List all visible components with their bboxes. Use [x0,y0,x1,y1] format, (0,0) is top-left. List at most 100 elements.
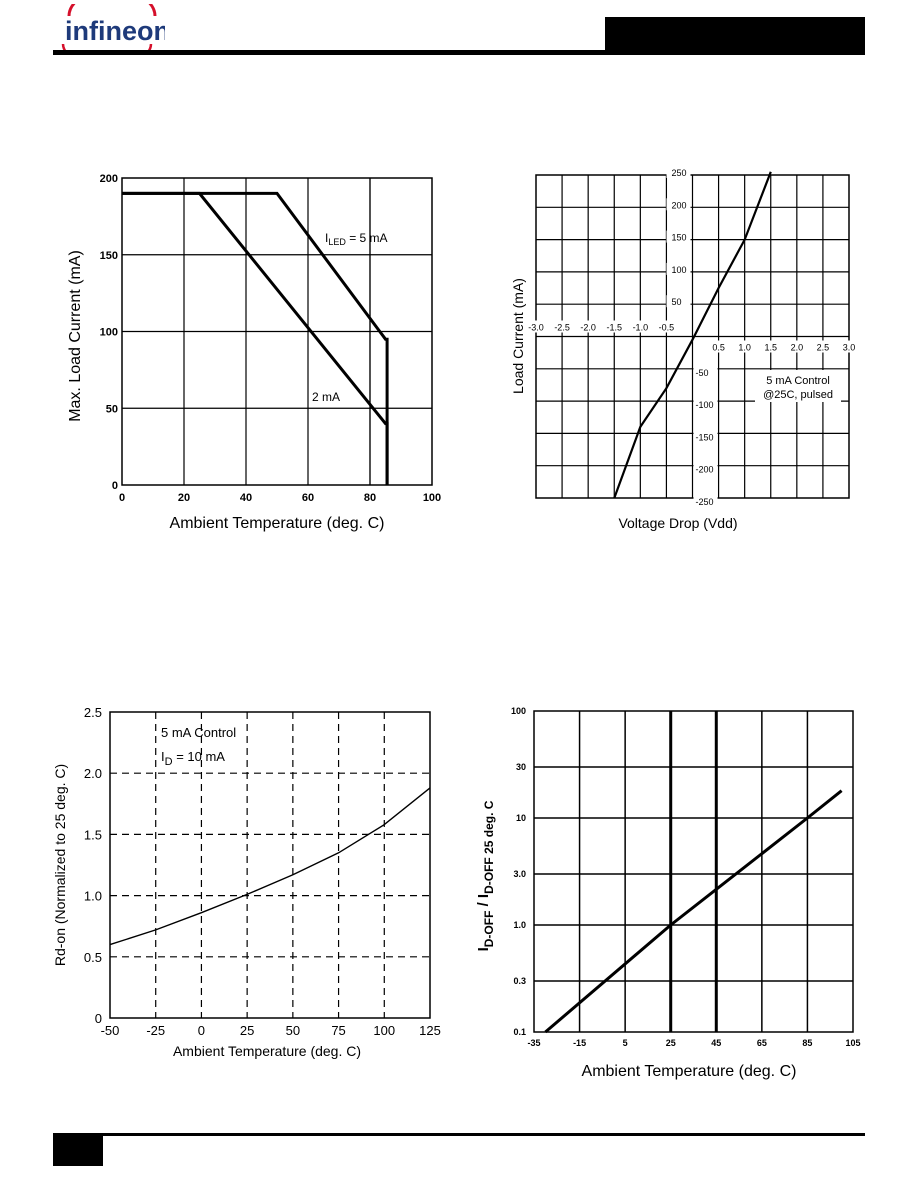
x-tick-label: 25 [666,1038,676,1048]
tick-bg [550,320,575,333]
y-tick-label: 100 [511,706,526,716]
x-tick-label: 25 [240,1023,254,1038]
tick-bg [708,340,729,353]
chart-load-current-vs-voltage: -3.0 -2.5 -2.0 -1.5 -1.0 -0.5 0.5 1.0 1.5 2.0 2.5 3… [510,166,859,531]
x-tick-label: -25 [146,1023,165,1038]
x-tick-label: 1.0 [738,343,751,353]
x-tick-label: 100 [373,1023,395,1038]
x-tick-label: -2.0 [580,323,596,333]
x-tick-label: -1.0 [633,323,649,333]
x-tick-label: -0.5 [659,323,675,333]
footer-rule [53,1133,865,1136]
footer-box [53,1133,103,1166]
tick-bg [693,495,718,507]
tick-bg [760,340,781,353]
x-tick-label: 80 [364,492,376,504]
x-tick-label: 0 [198,1023,205,1038]
tick-bg [666,295,691,308]
annotation-id: ID = 10 mA [161,749,225,768]
x-tick-label: -15 [573,1038,586,1048]
x-tick-label: -3.0 [528,323,544,333]
series-line-0 [544,789,843,1034]
annotation-2ma: 2 mA [312,390,340,404]
infineon-logo: infineon [61,4,165,54]
x-tick-label: 45 [711,1038,721,1048]
annotation-iled: ILED = 5 mA [325,231,388,247]
annotation-box [755,370,841,402]
y-tick-label: 100 [672,265,687,275]
x-tick-label: 2.0 [791,343,804,353]
y-tick-label: 150 [100,250,118,262]
x-tick-label: -2.5 [554,323,570,333]
plot-frame [535,174,850,499]
x-tick-label: 75 [331,1023,345,1038]
x-tick-label: 5 [623,1038,628,1048]
tick-bg [693,462,718,475]
tick-bg [666,230,691,243]
annotation-control: 5 mA Control [766,375,830,387]
y-tick-label: 0 [95,1011,102,1026]
series-line-0 [613,171,772,499]
y-axis-label: ID-OFF / ID-OFF 25 deg. C [475,800,496,951]
tick-bg [666,198,691,211]
plot-frame [533,710,854,1033]
tick-bg [524,320,548,333]
y-tick-label: 3.0 [513,869,526,879]
x-axis-label: Ambient Temperature (deg. C) [173,1043,361,1059]
y-tick-label: 0.3 [513,976,526,986]
tick-bg [693,398,718,411]
x-tick-label: 125 [419,1023,441,1038]
y-tick-label: 200 [100,173,118,185]
x-tick-label: 0.5 [712,343,725,353]
y-tick-label: 1.0 [84,889,102,904]
x-tick-label: -35 [527,1038,540,1048]
x-tick-label: 85 [802,1038,812,1048]
x-tick-label: 2.5 [817,343,830,353]
x-axis-label: Ambient Temperature (deg. C) [582,1063,797,1080]
y-tick-label: 150 [672,233,687,243]
x-tick-label: 60 [302,492,314,504]
tick-bg [576,320,601,333]
x-axis-label: Ambient Temperature (deg. C) [170,515,385,532]
y-tick-label: 2.0 [84,766,102,781]
y-tick-label: 0.5 [84,950,102,965]
x-tick-label: 3.0 [843,343,856,353]
x-axis-label: Voltage Drop (Vdd) [618,515,737,531]
tick-bg [812,340,833,353]
y-tick-label: 10 [516,813,526,823]
chart-max-load-current: 0 20 40 60 80 100 0 50 100 150 200 ILED = 5 mA 2 m… [67,173,441,532]
tick-bg [602,320,627,333]
logo-text: infineon [65,16,165,46]
y-tick-label: 50 [672,297,682,307]
y-tick-label: 250 [672,168,687,178]
y-tick-label: -50 [696,368,709,378]
x-tick-label: 105 [845,1038,860,1048]
series-line-0 [109,787,431,946]
y-axis-label: Max. Load Current (mA) [67,250,84,422]
y-tick-label: 0.1 [513,1027,526,1037]
x-tick-label: -50 [101,1023,120,1038]
x-tick-label: 65 [757,1038,767,1048]
y-tick-label: 50 [106,403,118,415]
y-tick-label: -250 [696,497,714,507]
y-tick-label: 1.0 [513,920,526,930]
y-tick-label: 0 [112,480,118,492]
x-tick-label: -1.5 [606,323,622,333]
y-tick-label: 1.5 [84,827,102,842]
tick-bg [666,166,691,178]
y-axis-label: Load Current (mA) [510,278,526,394]
tick-bg [693,365,718,378]
y-tick-label: 30 [516,762,526,772]
x-tick-label: 40 [240,492,252,504]
chart-rdon-vs-temperature: -50 -25 0 25 50 75 100 125 0 0.5 1.0 1.5 2.0 2.5 5 mA… [52,705,441,1059]
x-tick-label: 50 [286,1023,300,1038]
annotation-pulsed: @25C, pulsed [763,389,833,401]
plot-frame [121,177,433,486]
tick-bg [628,320,653,333]
y-tick-label: 2.5 [84,705,102,720]
chart-idoff-vs-temperature: -35 -15 5 25 45 65 85 105 0.1 0.3 1.0 3.0 10 30 100 Am… [475,706,861,1080]
x-tick-label: 20 [178,492,190,504]
y-tick-label: -100 [696,400,714,410]
header-box [605,17,865,55]
x-tick-label: 100 [423,492,441,504]
